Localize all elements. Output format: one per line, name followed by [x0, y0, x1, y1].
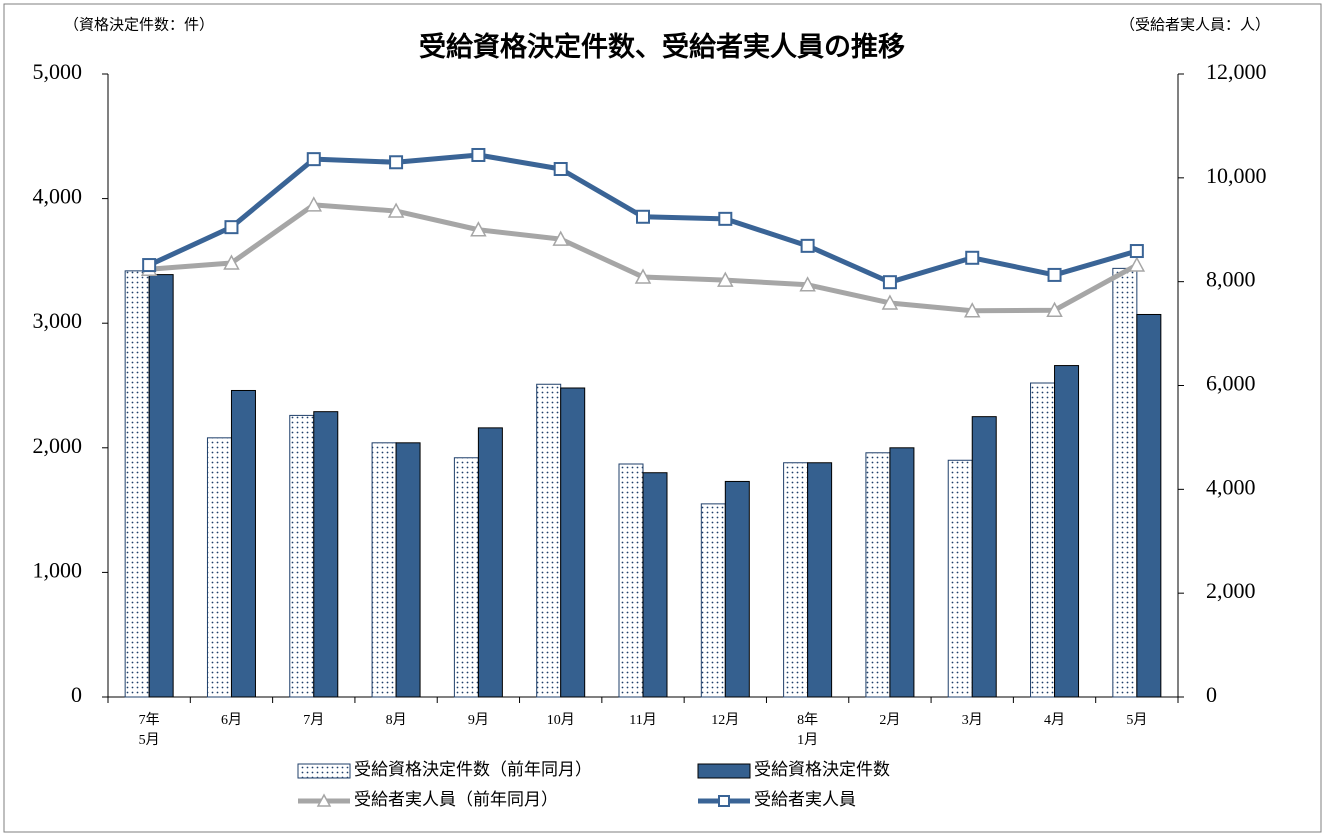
bar: [642, 472, 668, 698]
point: [223, 254, 240, 270]
point: [963, 302, 981, 318]
point: [306, 152, 321, 167]
bar: [148, 274, 174, 698]
bar: [1054, 365, 1080, 698]
y-axis-label: （資格決定件数：件）: [64, 16, 214, 33]
point: [718, 211, 733, 226]
y2-tick-label: 0: [1206, 682, 1217, 707]
bar: [536, 383, 562, 698]
x-tick-label: 7月: [303, 712, 324, 728]
x-tick-label: 8月: [386, 712, 407, 728]
bar: [889, 447, 915, 698]
legend-label: 受給者実人員: [754, 790, 856, 809]
bar: [700, 503, 726, 698]
point: [387, 202, 405, 218]
y-tick-label: 0: [71, 682, 82, 707]
x-tick-label: 11月: [629, 712, 656, 728]
legend-swatch: [297, 763, 351, 779]
bar: [1136, 313, 1162, 698]
point: [634, 268, 652, 284]
bar: [1030, 382, 1056, 698]
x-tick-label: 8年 1月: [797, 712, 818, 748]
y2-tick-label: 4,000: [1206, 474, 1256, 499]
x-tick-label: 7年 5月: [139, 712, 160, 748]
bar: [206, 437, 232, 698]
y2-tick-label: 12,000: [1206, 59, 1267, 84]
bar: [783, 462, 809, 698]
y-tick-label: 4,000: [33, 184, 83, 209]
point: [552, 230, 569, 246]
chart-title: 受給資格決定件数、受給者実人員の推移: [419, 31, 905, 62]
x-tick-label: 6月: [221, 712, 242, 728]
bar: [947, 459, 973, 698]
point: [1047, 267, 1062, 282]
point: [881, 294, 899, 310]
point: [800, 238, 815, 253]
legend-marker: [718, 795, 730, 807]
x-tick-label: 3月: [962, 712, 983, 728]
y-tick-label: 3,000: [33, 308, 83, 333]
bar: [807, 462, 833, 698]
y2-tick-label: 8,000: [1206, 267, 1256, 292]
point: [799, 276, 816, 292]
x-tick-label: 9月: [468, 712, 489, 728]
point: [1129, 244, 1144, 259]
x-tick-label: 5月: [1126, 712, 1147, 728]
legend-label: 受給資格決定件数: [754, 760, 890, 779]
x-tick-label: 4月: [1044, 712, 1065, 728]
x-tick-label: 10月: [547, 712, 575, 728]
legend-label: 受給者実人員（前年同月）: [354, 790, 558, 809]
point: [305, 196, 323, 212]
point: [882, 275, 897, 290]
point: [470, 221, 487, 237]
x-tick-label: 2月: [879, 712, 900, 728]
bar: [865, 452, 891, 698]
legend-marker: [316, 793, 332, 807]
point: [389, 155, 404, 170]
bar: [560, 387, 586, 698]
point: [1046, 301, 1063, 317]
bar: [230, 389, 256, 698]
chart-border: [3, 3, 1322, 833]
point: [717, 271, 734, 287]
y2-axis-label: （受給者実人員：人）: [1120, 16, 1270, 33]
bar: [313, 411, 339, 698]
y-tick-label: 2,000: [33, 433, 83, 458]
legend-label: 受給資格決定件数（前年同月）: [354, 760, 592, 779]
bar: [395, 442, 421, 698]
point: [224, 220, 239, 235]
x-tick-label: 12月: [711, 712, 739, 728]
y-tick-label: 5,000: [33, 59, 83, 84]
point: [471, 147, 486, 162]
bar: [124, 270, 150, 698]
bar: [971, 416, 997, 698]
bar: [289, 414, 315, 698]
point: [142, 258, 157, 273]
y2-tick-label: 6,000: [1206, 371, 1256, 396]
y2-tick-label: 10,000: [1206, 163, 1267, 188]
bar: [724, 480, 750, 698]
point: [965, 250, 980, 265]
bar: [371, 442, 397, 698]
point: [1128, 256, 1146, 272]
bar: [1112, 267, 1138, 698]
bar: [477, 427, 503, 698]
bar: [453, 457, 479, 698]
y2-tick-label: 2,000: [1206, 578, 1256, 603]
bar: [618, 463, 644, 698]
point: [636, 209, 650, 224]
legend-swatch: [697, 763, 751, 779]
point: [553, 162, 568, 177]
y-tick-label: 1,000: [33, 557, 83, 582]
